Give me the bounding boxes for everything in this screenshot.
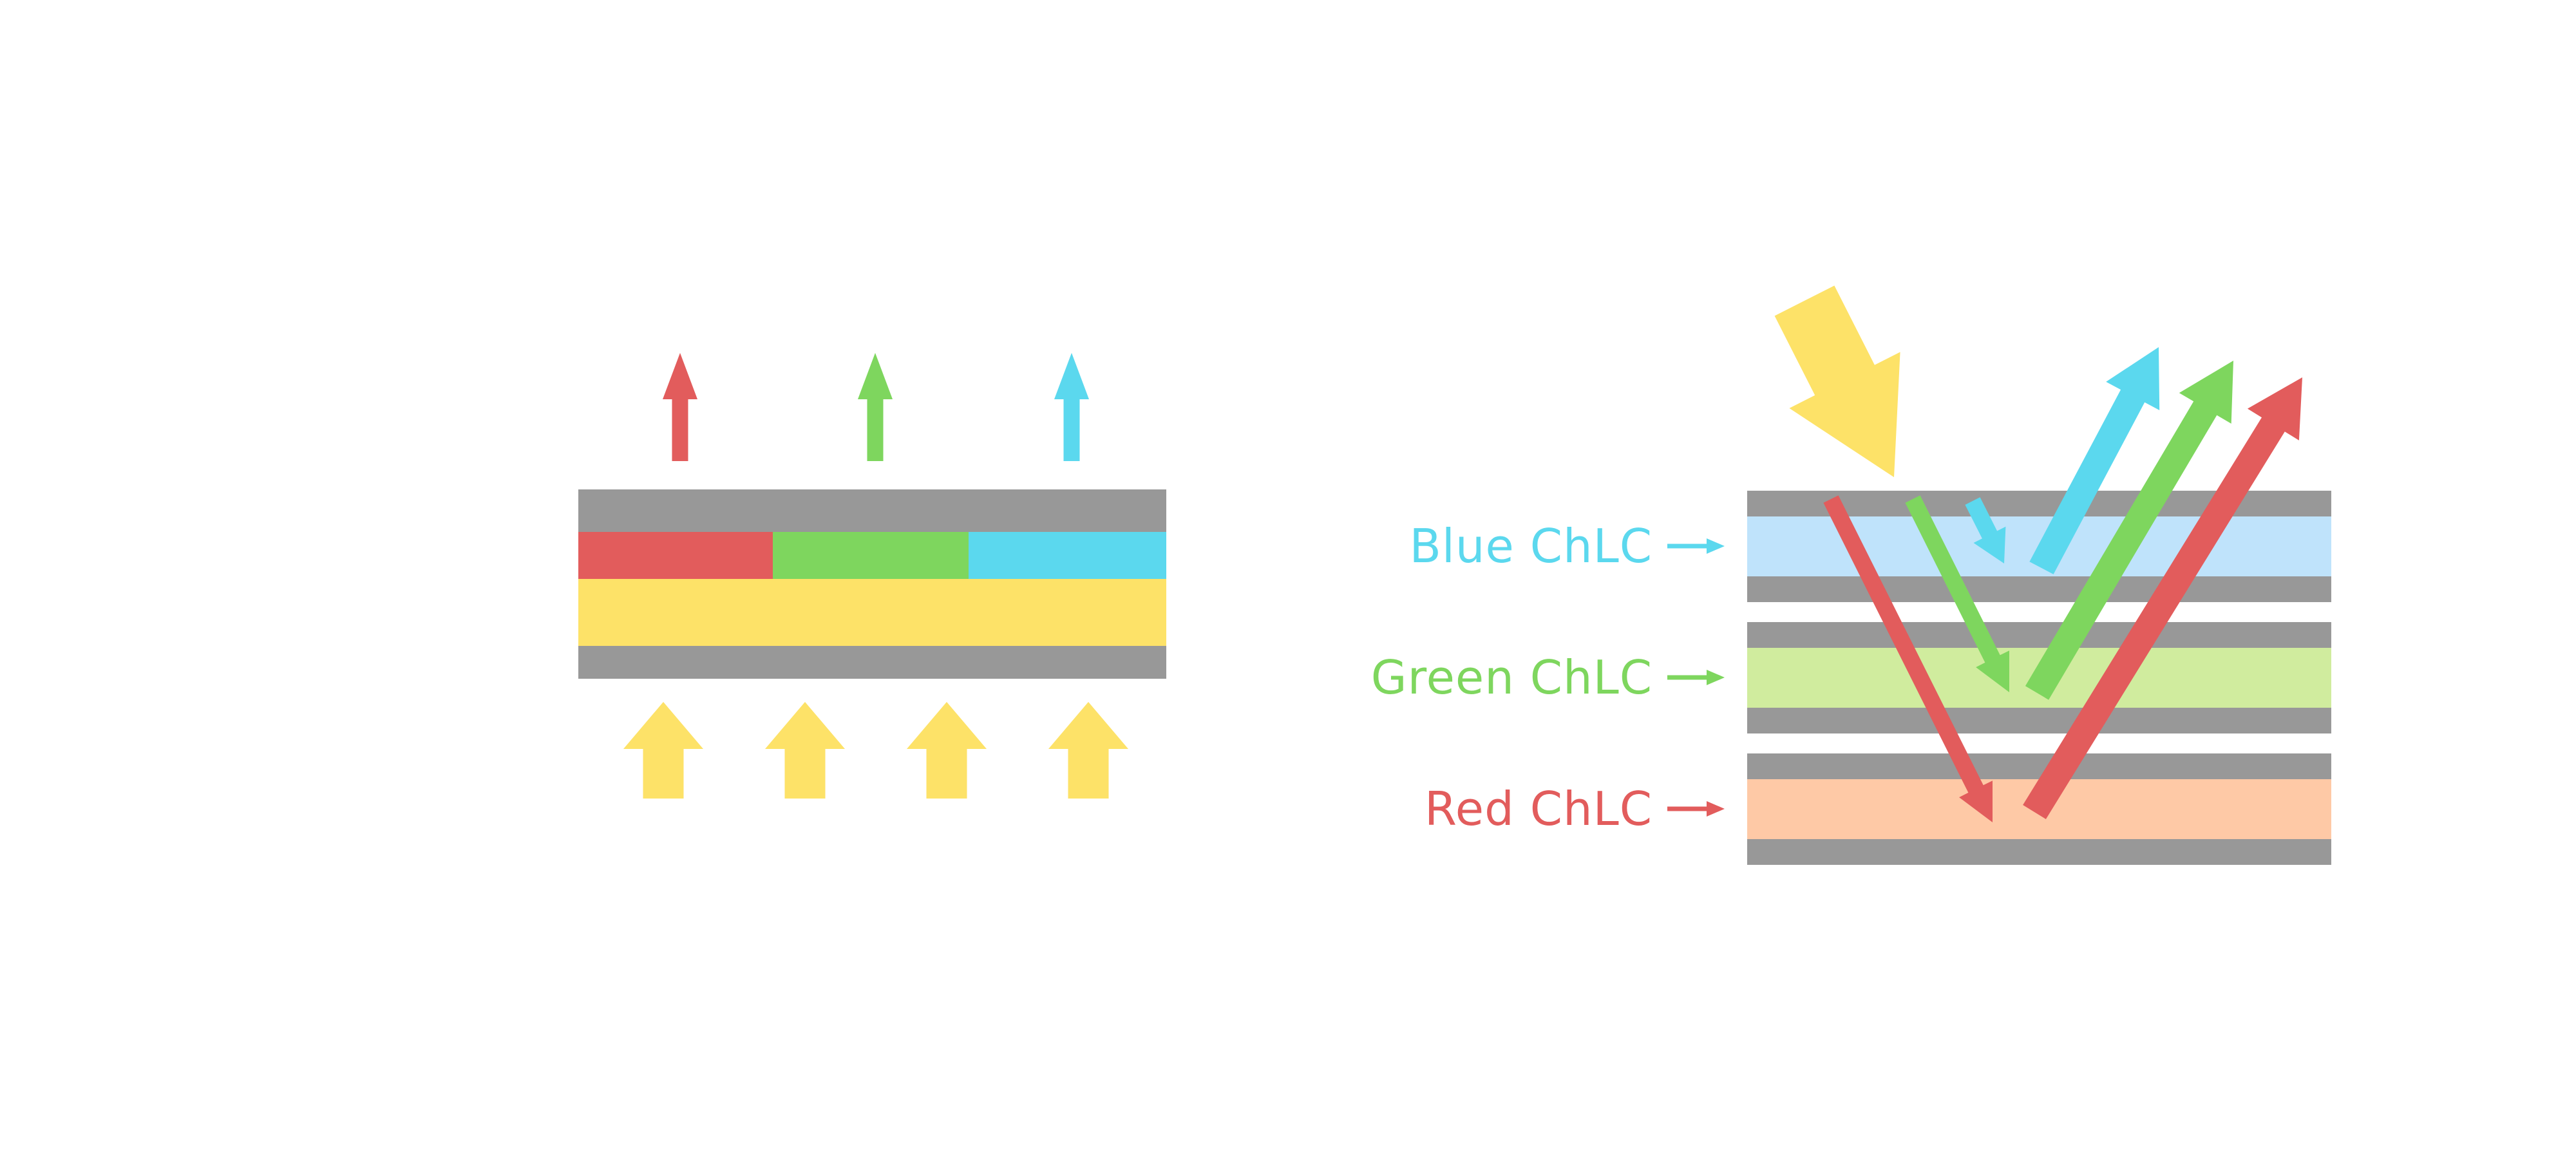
chlc-substrate-4	[1747, 708, 2331, 733]
left-stack-bottom-substrate	[578, 646, 1166, 679]
blue-chlc-label-arrow	[1667, 538, 1725, 554]
backlight-arrow-2	[765, 702, 845, 799]
red-ray-incoming-arrow	[1823, 495, 1993, 822]
green-chlc-label: Green ChLC	[1371, 650, 1653, 705]
backlight-arrow-1	[623, 702, 703, 799]
cyan-transmitted-light-arrow	[1054, 353, 1089, 461]
cyan-ray-reflected-arrow	[2029, 347, 2160, 574]
red-chlc-label-arrow	[1667, 801, 1725, 817]
red-ray-reflected-arrow	[2023, 377, 2302, 819]
chlc-substrate-6	[1747, 839, 2331, 865]
red-chlc-label: Red ChLC	[1425, 782, 1653, 836]
chlc-substrate-2	[1747, 576, 2331, 602]
backlight-arrow-4	[1048, 702, 1128, 799]
backlight-arrow-3	[907, 702, 987, 799]
green-chlc-label-arrow	[1667, 670, 1725, 685]
incident-white-light-arrow	[1774, 285, 1900, 477]
reflective-chlc-diagram: Blue ChLC Green ChLC Red ChLC	[1371, 285, 2331, 865]
cyan-ray-incoming-arrow	[1965, 497, 2006, 563]
left-stack-top-substrate	[578, 489, 1166, 532]
cyan-color-filter	[969, 532, 1166, 579]
red-color-filter	[578, 532, 773, 579]
chlc-substrate-3	[1747, 622, 2331, 648]
backlight-layer	[578, 579, 1166, 646]
transmissive-lcd-diagram	[578, 353, 1166, 799]
green-ray-incoming-arrow	[1905, 495, 2009, 692]
green-color-filter	[773, 532, 969, 579]
blue-chlc-label: Blue ChLC	[1409, 519, 1653, 573]
red-transmitted-light-arrow	[663, 353, 697, 461]
green-transmitted-light-arrow	[858, 353, 893, 461]
chlc-substrate-5	[1747, 753, 2331, 779]
green-ray-reflected-arrow	[2025, 361, 2233, 700]
